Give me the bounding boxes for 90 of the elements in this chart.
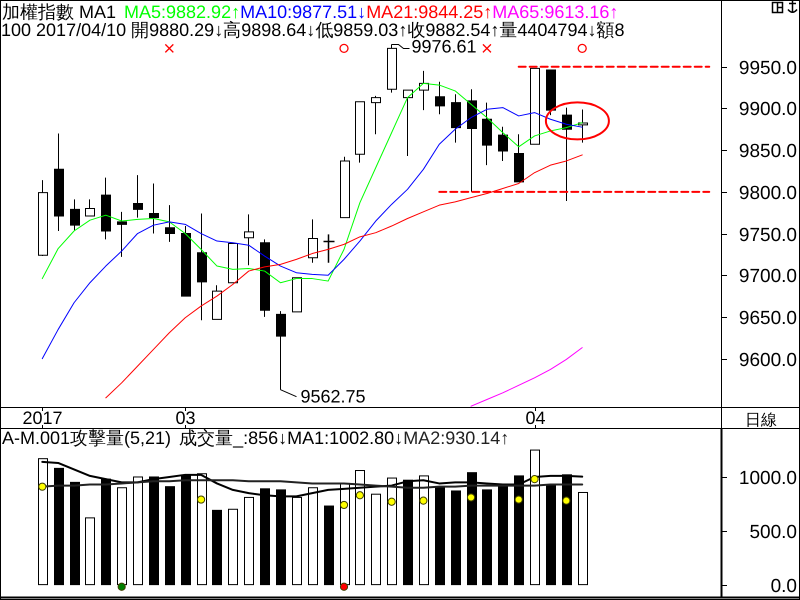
candlestick — [467, 88, 477, 192]
point — [419, 496, 428, 505]
bar — [70, 482, 80, 586]
bar — [244, 496, 254, 586]
candlestick — [149, 182, 159, 234]
point — [118, 582, 126, 591]
point — [356, 491, 364, 500]
text: MA65:9613.16↑ — [492, 2, 618, 22]
candlestick — [165, 204, 175, 242]
candlestick — [101, 177, 111, 240]
candlestick — [308, 218, 318, 264]
point — [466, 493, 476, 502]
candlestick — [38, 180, 48, 257]
candlestick — [371, 95, 381, 135]
line-series — [42, 82, 583, 284]
candlestick — [133, 174, 143, 218]
y-tick-label: 9900.0 — [738, 99, 797, 120]
text: MA2:930.14↑ — [403, 428, 510, 448]
bar — [85, 517, 95, 586]
candlestick — [197, 213, 207, 321]
point — [562, 496, 570, 505]
y-tick-label: 0.0 — [770, 576, 797, 597]
candlestick — [498, 126, 508, 162]
candlestick — [435, 81, 445, 115]
text: MA5:9882.92↑ — [124, 2, 240, 22]
y-tick-label: 500.0 — [749, 522, 797, 543]
candlestick — [244, 214, 254, 266]
point — [514, 495, 523, 504]
point — [196, 495, 206, 504]
line-series — [42, 107, 583, 360]
y-tick-label: 1000.0 — [738, 468, 797, 489]
candlestick — [355, 101, 365, 164]
bar — [435, 487, 445, 586]
candlestick — [228, 243, 238, 284]
line-series — [470, 347, 583, 407]
x-tick-label: 2017 — [22, 408, 63, 428]
y-tick-label: 9750.0 — [738, 225, 797, 246]
candlestick — [70, 198, 80, 231]
candlestick — [54, 132, 64, 232]
candlestick — [117, 211, 127, 258]
y-tick-label: 9650.0 — [738, 308, 797, 329]
candlestick — [260, 238, 270, 318]
candlestick — [419, 70, 429, 111]
candlestick — [276, 310, 286, 390]
note-low: 9562.75 — [280, 386, 366, 407]
bar — [451, 490, 461, 586]
text: MA21:9844.25↑ — [366, 2, 492, 22]
candlestick — [181, 226, 191, 297]
candlestick — [292, 277, 302, 312]
bar — [324, 506, 334, 586]
candlestick — [387, 44, 397, 94]
bar — [228, 508, 238, 586]
annotation: 9562.75 — [300, 386, 366, 407]
legend-label: 成交量_:856↓ — [179, 428, 288, 448]
x-tick-label: 03 — [175, 408, 196, 428]
bar — [546, 484, 556, 586]
y-tick-label: 9850.0 — [738, 141, 797, 162]
candlestick — [530, 68, 540, 145]
x-tick-label: 04 — [525, 408, 546, 428]
bar — [578, 492, 588, 586]
candlestick — [403, 90, 413, 156]
chart-title: A-M.001攻擊量(5,21) — [2, 428, 172, 448]
bar — [165, 486, 175, 586]
point — [38, 482, 46, 491]
candlestick — [451, 94, 461, 144]
bar — [482, 489, 492, 586]
candlestick — [514, 134, 524, 182]
candlestick — [85, 198, 95, 217]
bar — [371, 494, 381, 586]
candlestick — [340, 156, 350, 218]
bar — [117, 487, 127, 586]
candlestick — [212, 284, 222, 320]
point — [340, 582, 348, 591]
chart-title: 加權指數 MA1 — [2, 2, 116, 22]
point — [530, 475, 539, 484]
y-tick-label: 9800.0 — [738, 183, 797, 204]
series-label: MA1:1002.80↓ — [287, 428, 404, 448]
point — [388, 498, 396, 506]
y-tick-label: 9950.0 — [738, 58, 797, 79]
annotation: 100 2017/04/10 開9880.29↓高9898.64↓低9859.03↑收9882.54↑量4404794↓額8 — [1, 20, 624, 40]
bar — [212, 510, 222, 586]
y-tick-label: 9600.0 — [738, 350, 797, 371]
point — [340, 500, 348, 510]
text: 日線 — [745, 412, 777, 429]
text: MA10:9877.51↓ — [240, 2, 366, 22]
candlestick — [562, 107, 572, 202]
candlestick — [578, 109, 588, 144]
candlestick — [546, 70, 556, 116]
y-tick-label: 9700.0 — [738, 266, 797, 287]
candlestick — [482, 102, 492, 166]
